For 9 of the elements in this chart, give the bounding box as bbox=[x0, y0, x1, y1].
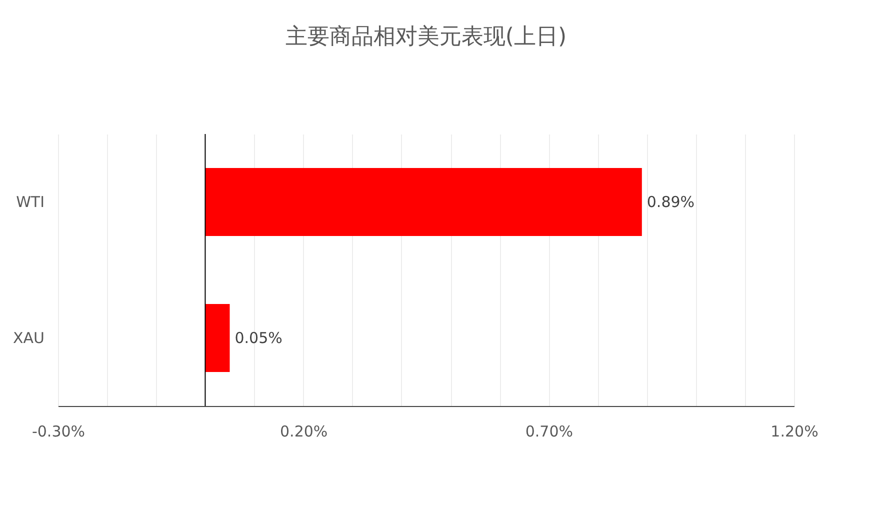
x-tick-label: -0.30% bbox=[32, 422, 86, 440]
y-tick-label: XAU bbox=[12, 329, 44, 347]
data-label: 0.05% bbox=[234, 329, 282, 347]
x-tick-label: 1.20% bbox=[770, 422, 818, 440]
x-tick-label: 0.70% bbox=[525, 422, 573, 440]
x-tick-label: 0.20% bbox=[280, 422, 328, 440]
y-tick-label: WTI bbox=[16, 193, 44, 211]
data-label: 0.89% bbox=[646, 193, 695, 211]
chart-title: 主要商品相对美元表现(上日) bbox=[285, 24, 567, 50]
